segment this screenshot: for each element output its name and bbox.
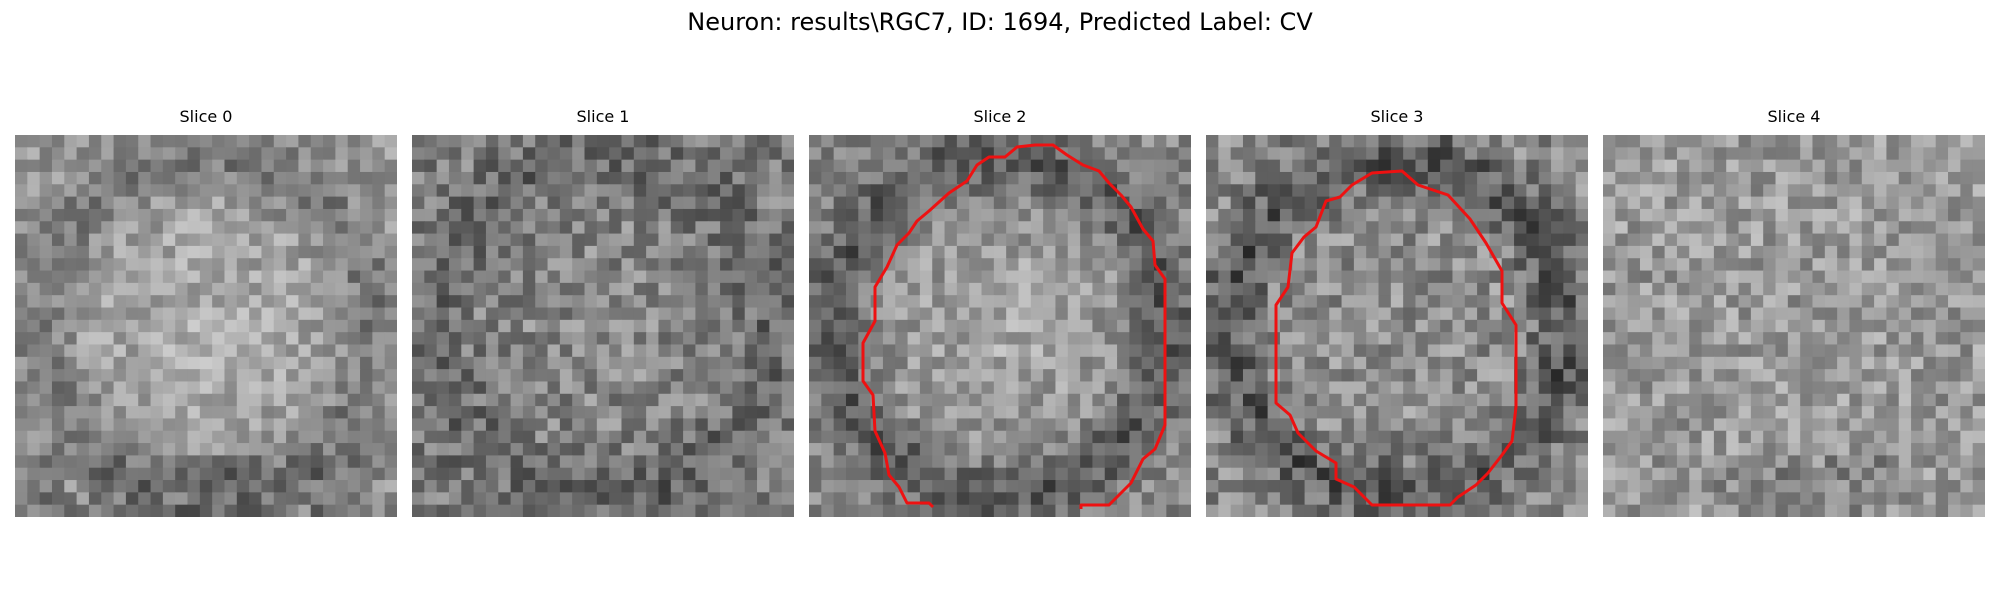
slice-image: [1603, 135, 1985, 517]
segmentation-contour: [1274, 169, 1518, 507]
slice-title: Slice 3: [1370, 107, 1424, 126]
slice-title: Slice 2: [973, 107, 1027, 126]
slice-grayscale-image: [1206, 135, 1588, 517]
slice-title: Slice 4: [1767, 107, 1821, 126]
slice-panel-4: Slice 4: [1603, 108, 1985, 517]
slice-image: [412, 135, 794, 517]
segmentation-contour: [861, 143, 1167, 509]
slice-panel-0: Slice 0: [15, 108, 397, 517]
slice-image: [809, 135, 1191, 517]
slice-image: [1206, 135, 1588, 517]
slice-panel-1: Slice 1: [412, 108, 794, 517]
slice-grayscale-image: [1603, 135, 1985, 517]
figure-title: Neuron: results\RGC7, ID: 1694, Predicte…: [687, 8, 1313, 36]
slice-panel-3: Slice 3: [1206, 108, 1588, 517]
slice-grayscale-image: [809, 135, 1191, 517]
slice-grayscale-image: [412, 135, 794, 517]
slice-grayscale-image: [15, 135, 397, 517]
slice-panel-2: Slice 2: [809, 108, 1191, 517]
slice-title: Slice 1: [576, 107, 630, 126]
slice-title: Slice 0: [179, 107, 233, 126]
slice-image: [15, 135, 397, 517]
